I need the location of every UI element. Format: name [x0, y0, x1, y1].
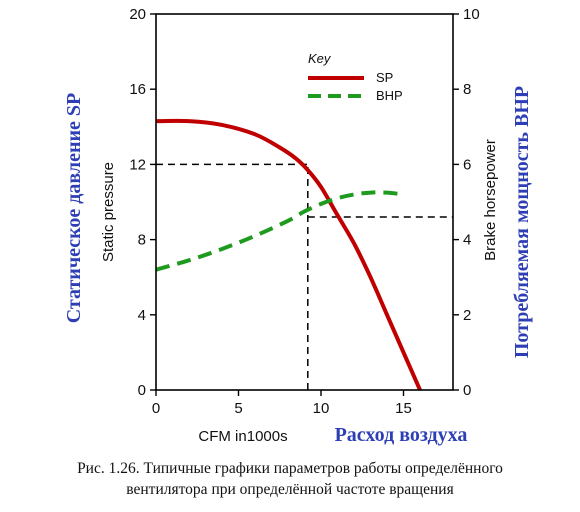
y-right-tick-label: 10: [463, 6, 480, 23]
y-right-axis-title: Brake horsepower: [482, 139, 499, 261]
x-tick-label: 10: [313, 400, 330, 417]
figure-caption: Рис. 1.26. Типичные графики параметров р…: [0, 458, 580, 500]
x-tick-label: 0: [152, 400, 160, 417]
y-right-axis-title-ru: Потребляемая мощность BHP: [511, 86, 533, 358]
x-tick-label: 15: [395, 400, 412, 417]
plot-frame: [155, 13, 454, 391]
x-tick-label: 5: [234, 400, 242, 417]
y-left-tick-label: 20: [129, 6, 146, 23]
y-left-tick-label: 16: [129, 81, 146, 98]
y-right-tick-label: 8: [463, 81, 471, 98]
series-sp-line: [155, 118, 422, 391]
y-left-axis-title: Static pressure: [100, 162, 117, 262]
y-left-axis-title-ru: Статическое давление SP: [63, 93, 85, 324]
y-left-tick-label: 12: [129, 156, 146, 173]
series-bhp-line: [155, 190, 404, 272]
x-axis-title: CFM in1000s: [198, 428, 287, 445]
caption-line-1: Рис. 1.26. Типичные графики параметров р…: [77, 460, 503, 477]
y-left-tick-label: 8: [138, 232, 146, 249]
legend: Key SP BHP: [308, 51, 403, 103]
legend-label-sp: SP: [376, 70, 393, 85]
y-right-tick-label: 4: [463, 232, 471, 249]
y-right-tick-label: 0: [463, 382, 471, 399]
chart: 0 5 10 15 0 4 8 12 16 20 0 2 4 6 8 10 Static pressure С…: [63, 6, 533, 446]
y-right-tick-label: 2: [463, 307, 471, 324]
legend-title: Key: [308, 51, 332, 66]
x-axis-title-ru: Расход воздуха: [335, 424, 468, 446]
caption-line-2: вентилятора при определённой частоте вра…: [126, 481, 454, 498]
reference-lines: [156, 163, 453, 390]
legend-label-bhp: BHP: [376, 88, 403, 103]
y-left-tick-label: 4: [138, 307, 146, 324]
y-right-tick-label: 6: [463, 156, 471, 173]
y-left-tick-label: 0: [138, 382, 146, 399]
